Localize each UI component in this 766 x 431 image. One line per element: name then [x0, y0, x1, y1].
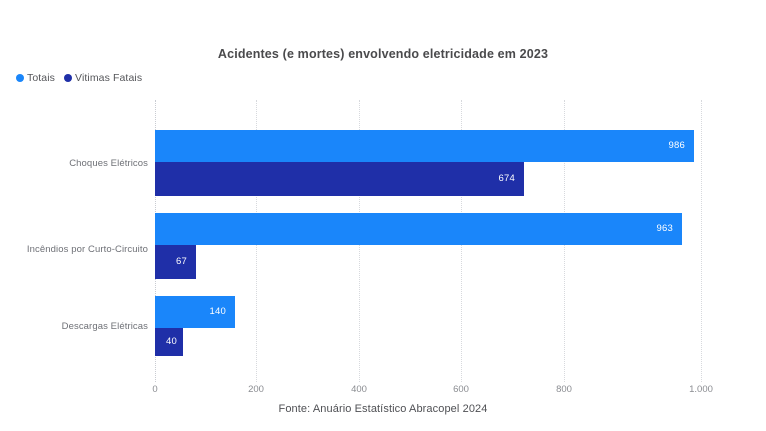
bar-vitimas-fatais-incendios-por-curto-circuito[interactable]: 67 [155, 245, 196, 279]
y-axis-label-choques-eletricos: Choques Elétricos [69, 158, 148, 169]
bar-value-vitimas-fatais-descargas-eletricas: 40 [166, 336, 177, 348]
bar-totais-descargas-eletricas[interactable]: 140 [155, 296, 235, 328]
bar-vitimas-fatais-choques-eletricos[interactable]: 674 [155, 162, 524, 196]
bar-value-totais-choques-eletricos: 986 [668, 140, 685, 152]
bar-totais-incendios-por-curto-circuito[interactable]: 963 [155, 213, 682, 245]
bar-value-totais-incendios-por-curto-circuito: 963 [656, 223, 673, 235]
y-axis-labels: Choques Elétricos Incêndios por Curto-Ci… [0, 100, 148, 382]
bar-totais-choques-eletricos[interactable]: 986 [155, 130, 694, 162]
gridline-1000 [701, 100, 702, 382]
chart-legend: Totais Vitimas Fatais [16, 72, 142, 84]
y-axis-label-incendios-por-curto-circuito: Incêndios por Curto-Circuito [26, 244, 148, 255]
x-axis-tick-800: 800 [556, 384, 572, 395]
legend-item-vitimas-fatais[interactable]: Vitimas Fatais [64, 72, 142, 84]
bar-value-vitimas-fatais-incendios-por-curto-circuito: 67 [176, 256, 187, 268]
x-axis-tick-600: 600 [453, 384, 469, 395]
chart-title: Acidentes (e mortes) envolvendo eletrici… [217, 47, 549, 61]
x-axis-tick-0: 0 [152, 384, 158, 395]
legend-swatch-totais [16, 74, 24, 82]
legend-item-totais[interactable]: Totais [16, 72, 55, 84]
legend-label-vitimas-fatais: Vitimas Fatais [75, 72, 143, 84]
legend-label-totais: Totais [27, 72, 56, 84]
bar-value-vitimas-fatais-choques-eletricos: 674 [498, 173, 515, 185]
x-axis-tick-1000: 1.000 [689, 384, 713, 395]
x-axis-tick-200: 200 [248, 384, 264, 395]
x-axis-ticks: 0 200 400 600 800 1.000 [152, 384, 713, 400]
y-axis-label-descargas-eletricas: Descargas Elétricas [61, 321, 148, 332]
legend-swatch-vitimas-fatais [64, 74, 73, 82]
plot-area: 986 674 963 67 140 40 [155, 100, 702, 382]
bar-value-totais-descargas-eletricas: 140 [209, 306, 226, 318]
chart-source-note: Fonte: Anuário Estatístico Abracopel 202… [278, 403, 488, 415]
x-axis-tick-400: 400 [351, 384, 367, 395]
bar-vitimas-fatais-descargas-eletricas[interactable]: 40 [155, 328, 183, 356]
